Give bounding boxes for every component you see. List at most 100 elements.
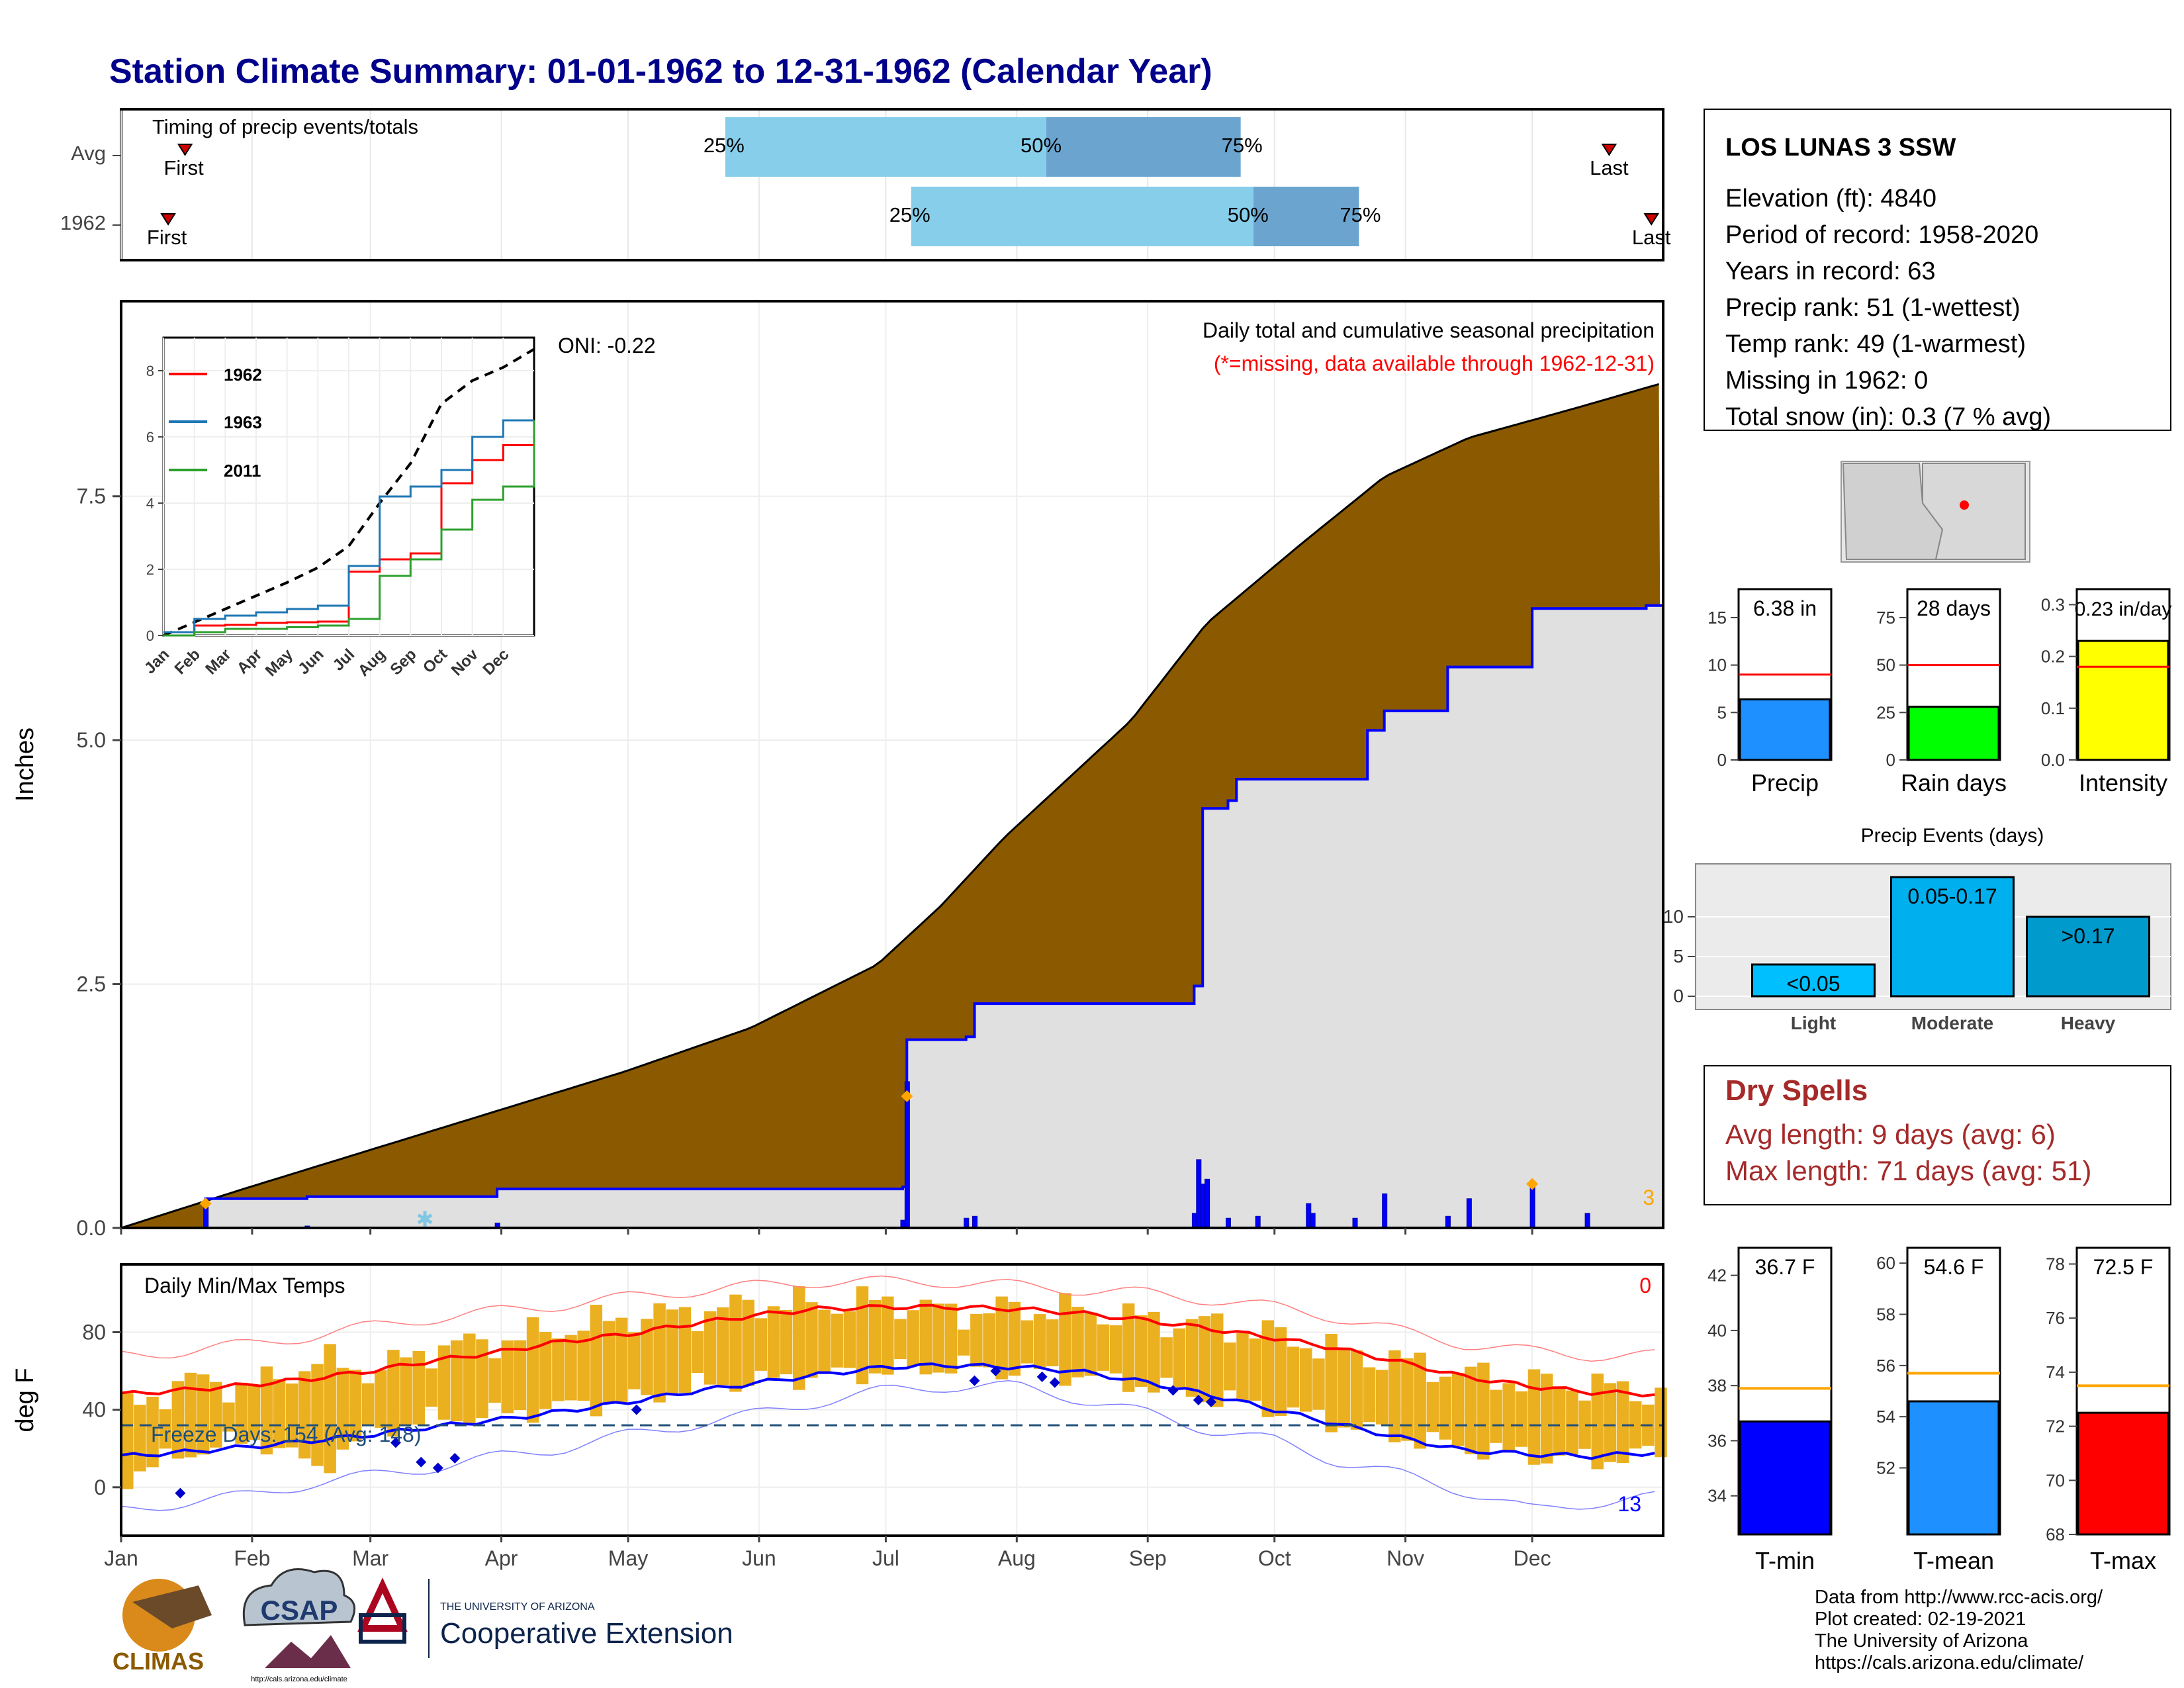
ua-logo: THE UNIVERSITY OF ARIZONA Cooperative Ex… xyxy=(357,1577,733,1658)
temp-day-bar-145 xyxy=(729,1294,742,1392)
ua-a-icon xyxy=(357,1577,408,1632)
temp-summary-tick-label-1-3: 58 xyxy=(1876,1305,1895,1325)
csap-logo: CSAP http://cals.arizona.edu/climate xyxy=(242,1568,356,1683)
avg-cumulative-line xyxy=(120,383,1660,1229)
daily-precip-bar-5 xyxy=(964,1217,970,1229)
temp-summary-label-1: T-mean xyxy=(1913,1547,1994,1574)
temp-day-bar-193 xyxy=(932,1303,945,1373)
temp-record-marker-0 xyxy=(175,1487,186,1499)
temp-day-bar-229 xyxy=(1084,1312,1097,1376)
temp-day-bar-97 xyxy=(526,1317,539,1423)
first-label-1: First xyxy=(147,226,187,249)
daily-precip-bar-18 xyxy=(1466,1198,1472,1229)
precip-ytick-label-2: 5.0 xyxy=(77,728,106,752)
daily-precip-bar-11 xyxy=(1225,1217,1231,1229)
temp-daily-bars xyxy=(121,1286,1667,1489)
inset-line-1963 xyxy=(163,419,534,633)
temp-summary-tick-label-1-1: 54 xyxy=(1876,1407,1895,1427)
summary-label-1: Rain days xyxy=(1901,769,2007,796)
temp-day-bar-352 xyxy=(1604,1383,1617,1462)
temp-day-bar-190 xyxy=(919,1299,932,1375)
map-new-mexico xyxy=(1922,463,2026,560)
summary-tick-label-2-0: 0.0 xyxy=(2041,750,2065,770)
temp-day-bar-244 xyxy=(1148,1311,1160,1393)
temp-day-bar-19 xyxy=(197,1374,210,1455)
temp-day-bar-343 xyxy=(1566,1390,1578,1455)
summary-tick-label-1-0: 0 xyxy=(1886,750,1895,770)
csap-logo-url: http://cals.arizona.edu/climate xyxy=(251,1675,347,1683)
footer-line-2: Plot created: 02-19-2021 xyxy=(1815,1609,2026,1630)
summary-bar-2 xyxy=(2077,639,2169,761)
daily-precip-bar-4 xyxy=(904,1081,910,1229)
daily-precip-bar-17 xyxy=(1445,1215,1451,1229)
temp-day-bar-58 xyxy=(361,1383,375,1425)
month-label-jan: Jan xyxy=(104,1546,138,1570)
footer-line-4: https://cals.arizona.edu/climate/ xyxy=(1815,1652,2084,1673)
year-cumulative-line xyxy=(121,604,1664,1229)
temp-summary-tick-label-0-4: 42 xyxy=(1707,1266,1727,1286)
precip-frame xyxy=(120,300,1664,1229)
summary-tick-label-1-1: 25 xyxy=(1876,702,1895,722)
temp-day-bar-31 xyxy=(248,1385,261,1440)
inset-line-2011 xyxy=(163,420,535,637)
timing-label-75-0: 75% xyxy=(1222,134,1263,157)
temp-day-bar-202 xyxy=(970,1313,983,1367)
timing-bar-25-50-1 xyxy=(911,187,1253,246)
temp-panel: 0 40 80 Jan Feb Mar Apr May Jun Jul Aug Sep Oct Nov D… xyxy=(11,1263,1667,1570)
temp-day-bar-130 xyxy=(666,1309,678,1395)
temp-day-bar-247 xyxy=(1160,1337,1173,1378)
temp-day-bar-298 xyxy=(1375,1370,1388,1425)
temp-day-bar-325 xyxy=(1490,1389,1502,1443)
temp-day-bar-52 xyxy=(336,1368,349,1450)
timing-panel: 25% 50% 75% First Last 25% 50% 75% First Last Tim… xyxy=(60,108,1671,261)
summary-tick-label-2-2: 0.2 xyxy=(2041,647,2065,667)
events-ytick-label-1: 5 xyxy=(1673,946,1684,966)
temp-summary-tick-label-0-3: 40 xyxy=(1707,1321,1727,1340)
inset-legend: 1962 1963 2011 xyxy=(169,365,262,481)
temp-day-bar-37 xyxy=(273,1379,286,1448)
summary-label-0: Precip xyxy=(1751,769,1819,796)
first-label-0: First xyxy=(163,156,204,179)
temp-record-marker-7 xyxy=(990,1366,1001,1377)
temp-record-marker-2 xyxy=(416,1456,427,1468)
month-label-aug: Aug xyxy=(998,1546,1036,1570)
temp-day-bar-235 xyxy=(1109,1325,1122,1374)
temp-day-bar-79 xyxy=(450,1340,463,1422)
month-label-may: May xyxy=(608,1546,648,1570)
csap-logo-text: CSAP xyxy=(261,1595,338,1626)
temp-line-avg-min xyxy=(120,1362,1655,1460)
summary-bar-charts: 6.38 in Precip 0 5 10 15 28 days Rain days 0 25 50… xyxy=(1707,588,2171,796)
station-location-dot xyxy=(1960,500,1969,510)
temp-summary-tick-label-2-4: 76 xyxy=(2046,1308,2065,1328)
station-line-6: Total snow (in): 0.3 (7 % avg) xyxy=(1725,403,2051,431)
inset-ytick-label-3: 6 xyxy=(146,429,154,445)
events-ytick-label-0: 0 xyxy=(1673,986,1684,1006)
inset-lines xyxy=(163,348,535,637)
legend-label-2011: 2011 xyxy=(224,461,261,481)
temp-day-bar-268 xyxy=(1249,1338,1261,1401)
temp-summary-tick-label-1-2: 56 xyxy=(1876,1356,1895,1376)
month-label-apr: Apr xyxy=(485,1546,518,1570)
temp-record-markers xyxy=(175,1366,1216,1499)
month-label-mar: Mar xyxy=(352,1546,388,1570)
temp-summary-tick-label-2-5: 78 xyxy=(2046,1254,2065,1274)
daily-precip-bar-6 xyxy=(972,1215,978,1229)
temp-day-bar-166 xyxy=(818,1309,831,1372)
precip-ytick-label-0: 0.0 xyxy=(77,1216,106,1240)
temp-day-bar-241 xyxy=(1135,1315,1148,1387)
dry-spells-avg: Avg length: 9 days (avg: 6) xyxy=(1725,1119,2056,1150)
temp-day-bar-217 xyxy=(1033,1314,1046,1369)
summary-bar-0 xyxy=(1739,698,1831,761)
dry-spells-max: Max length: 71 days (avg: 51) xyxy=(1725,1155,2091,1186)
month-label-jul: Jul xyxy=(872,1546,899,1570)
summary-tick-label-0-3: 15 xyxy=(1707,608,1727,628)
temp-record-marker-9 xyxy=(1049,1377,1060,1388)
temp-day-bar-76 xyxy=(437,1345,451,1420)
temp-day-bar-148 xyxy=(742,1299,754,1386)
station-name: LOS LUNAS 3 SSW xyxy=(1725,134,1956,162)
temp-day-bar-85 xyxy=(476,1339,488,1419)
timing-bar-50-75-0 xyxy=(1046,117,1241,177)
temp-day-bar-253 xyxy=(1185,1319,1199,1397)
temp-day-bar-10 xyxy=(159,1409,171,1449)
